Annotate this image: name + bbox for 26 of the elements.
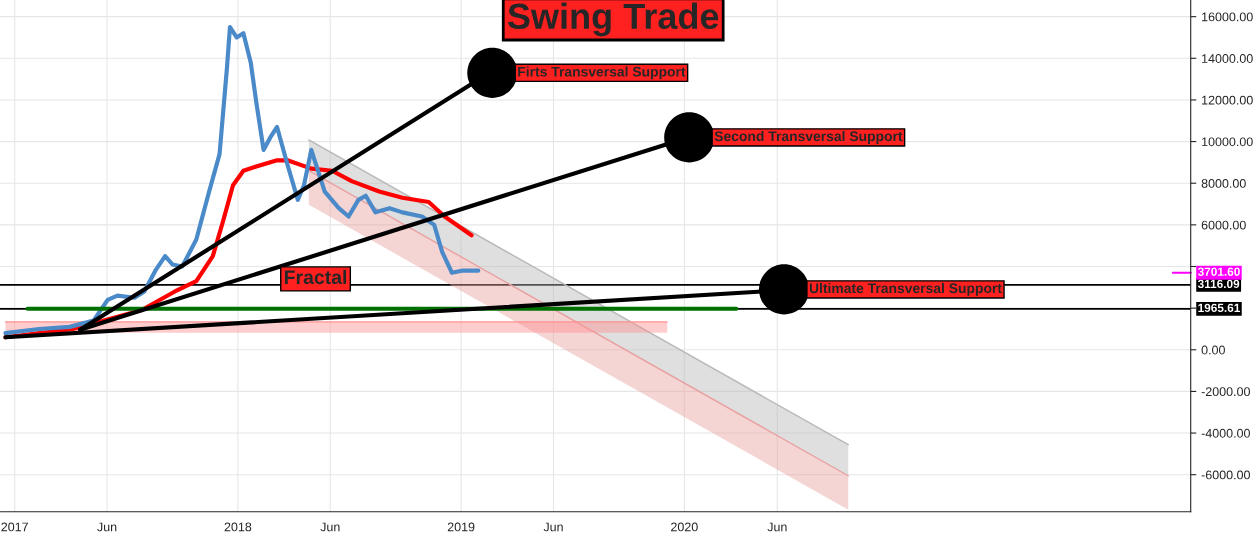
- y-tick-label: 8000.00: [1201, 179, 1246, 188]
- x-tick-label: 2018: [224, 522, 252, 532]
- y-tick-label: 6000.00: [1201, 220, 1246, 230]
- y-tick-label: 10000.00: [1202, 137, 1253, 147]
- chart-title: Swing Trade: [507, 2, 719, 37]
- y-tick-label: 16000.00: [1202, 12, 1253, 22]
- y-tick-label: -6000.00: [1201, 470, 1250, 480]
- annotation: Fractal: [284, 269, 347, 285]
- x-tick-label: 2020: [671, 522, 698, 532]
- x-tick-label: 2019: [447, 522, 475, 532]
- x-tick-label: Jun: [767, 522, 787, 532]
- x-tick-label: Jun: [320, 522, 340, 532]
- y-tick-label: 12000.00: [1202, 95, 1253, 105]
- y-tick-label: -2000.00: [1201, 387, 1250, 397]
- y-tick-label: 14000.00: [1202, 54, 1253, 63]
- ref-line-label: 3701.60: [1197, 267, 1240, 276]
- annotation: Second Transversal Support: [714, 130, 903, 144]
- annotation: Ultimate Transversal Support: [809, 282, 1002, 296]
- y-tick-label: 0.00: [1201, 345, 1225, 355]
- x-tick-label: Jun: [97, 522, 117, 532]
- x-tick-label: 2017: [1, 522, 28, 532]
- y-tick-label: -4000.00: [1201, 428, 1250, 438]
- x-tick-label: Jun: [543, 522, 563, 532]
- ref-line-label: 3116.09: [1197, 279, 1240, 289]
- annotation: Firts Transversal Support: [518, 66, 686, 80]
- ref-line-label: 1965.61: [1198, 303, 1240, 313]
